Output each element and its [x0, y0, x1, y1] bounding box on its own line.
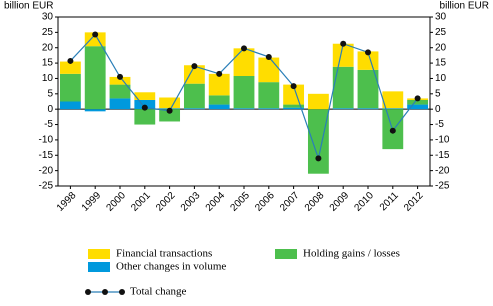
total-point	[166, 107, 173, 114]
bar-segment	[258, 82, 280, 109]
bar-segment	[159, 97, 181, 109]
y-tick-label: 20	[42, 42, 54, 53]
legend-label: Financial transactions	[116, 248, 212, 260]
total-point	[92, 31, 99, 38]
bar-segment	[332, 66, 354, 109]
y2-tick-label: 10	[435, 73, 447, 84]
bar-segment	[307, 109, 329, 174]
bar-segment	[233, 48, 255, 76]
y-tick-label: -25	[39, 181, 54, 192]
y-tick-label: -20	[39, 165, 54, 176]
y-tick-label: 5	[47, 88, 53, 99]
legend-point	[85, 289, 91, 295]
total-point	[141, 104, 148, 111]
y2-tick-label: 5	[435, 88, 441, 99]
y2-tick-label: 15	[435, 58, 447, 69]
legend-point	[119, 289, 125, 295]
bar-segment	[233, 75, 255, 109]
total-point	[389, 127, 396, 134]
bar-segment	[59, 101, 81, 110]
bar-segment	[183, 65, 205, 84]
y-tick-label: 25	[42, 27, 54, 38]
y2-tick-label: -5	[435, 119, 444, 130]
bar-segment	[109, 98, 131, 110]
bar-segment	[134, 109, 156, 125]
total-point	[340, 40, 347, 47]
y-tick-label: -5	[44, 119, 53, 130]
total-point	[414, 95, 421, 102]
y-tick-label: 0	[47, 104, 53, 115]
bar-segment	[332, 108, 354, 110]
legend-label: Other changes in volume	[116, 261, 226, 273]
bar-segment	[357, 51, 379, 70]
y2-tick-label: 25	[435, 27, 447, 38]
y-tick-label: 10	[42, 73, 54, 84]
bar-segment	[283, 104, 305, 108]
bar-segment	[59, 61, 81, 74]
bar-segment	[233, 108, 255, 110]
bar-segment	[134, 99, 156, 110]
bar-segment	[332, 43, 354, 67]
bar-segment	[382, 91, 404, 109]
legend-swatch	[88, 262, 110, 272]
bar-segment	[84, 46, 106, 110]
y-tick-label: 15	[42, 58, 54, 69]
total-point	[365, 49, 371, 56]
bar-segment	[407, 99, 429, 105]
bar-segment	[109, 76, 131, 85]
y-axis-label: billion EUR	[4, 1, 53, 12]
y2-tick-label: -20	[435, 165, 450, 176]
bar-segment	[258, 108, 280, 110]
bar-segment	[84, 109, 106, 112]
bar-segment	[208, 104, 230, 110]
bar-segment	[109, 84, 131, 99]
y-tick-label: -15	[39, 150, 54, 161]
total-point	[67, 57, 74, 64]
legend-point	[102, 289, 108, 295]
total-point	[315, 155, 322, 162]
y2-tick-label: -15	[435, 150, 450, 161]
y-tick-label: -10	[39, 135, 54, 146]
bar-segment	[357, 69, 379, 109]
bar-segment	[357, 108, 379, 110]
bar-segment	[59, 73, 81, 102]
bar-segment	[307, 93, 329, 110]
y2-tick-label: 20	[435, 42, 447, 53]
y2-tick-label: 0	[435, 104, 441, 115]
y2-axis-label: billion EUR	[440, 1, 489, 12]
bar-segment	[208, 95, 230, 105]
bar-segment	[159, 109, 181, 122]
y-tick-label: 30	[42, 12, 54, 23]
y2-tick-label: 30	[435, 12, 447, 23]
bar-segment	[407, 104, 429, 110]
total-point	[290, 83, 297, 90]
bar-segment	[183, 108, 205, 110]
legend-swatch	[275, 249, 297, 259]
legend-label: Holding gains / losses	[303, 248, 400, 260]
total-point	[216, 70, 223, 77]
bar-segment	[208, 73, 230, 96]
total-point	[241, 45, 247, 52]
legend-swatch	[88, 249, 110, 259]
bar-segment	[283, 107, 305, 110]
y2-tick-label: -10	[435, 135, 450, 146]
bar-segment	[382, 108, 404, 110]
y2-tick-label: -25	[435, 181, 450, 192]
legend-label: Total change	[130, 286, 186, 298]
total-point	[265, 53, 272, 60]
total-point	[117, 73, 123, 80]
bar-segment	[183, 83, 205, 109]
bar-segment	[134, 92, 156, 100]
total-point	[191, 63, 198, 70]
bar-segment	[258, 57, 280, 83]
